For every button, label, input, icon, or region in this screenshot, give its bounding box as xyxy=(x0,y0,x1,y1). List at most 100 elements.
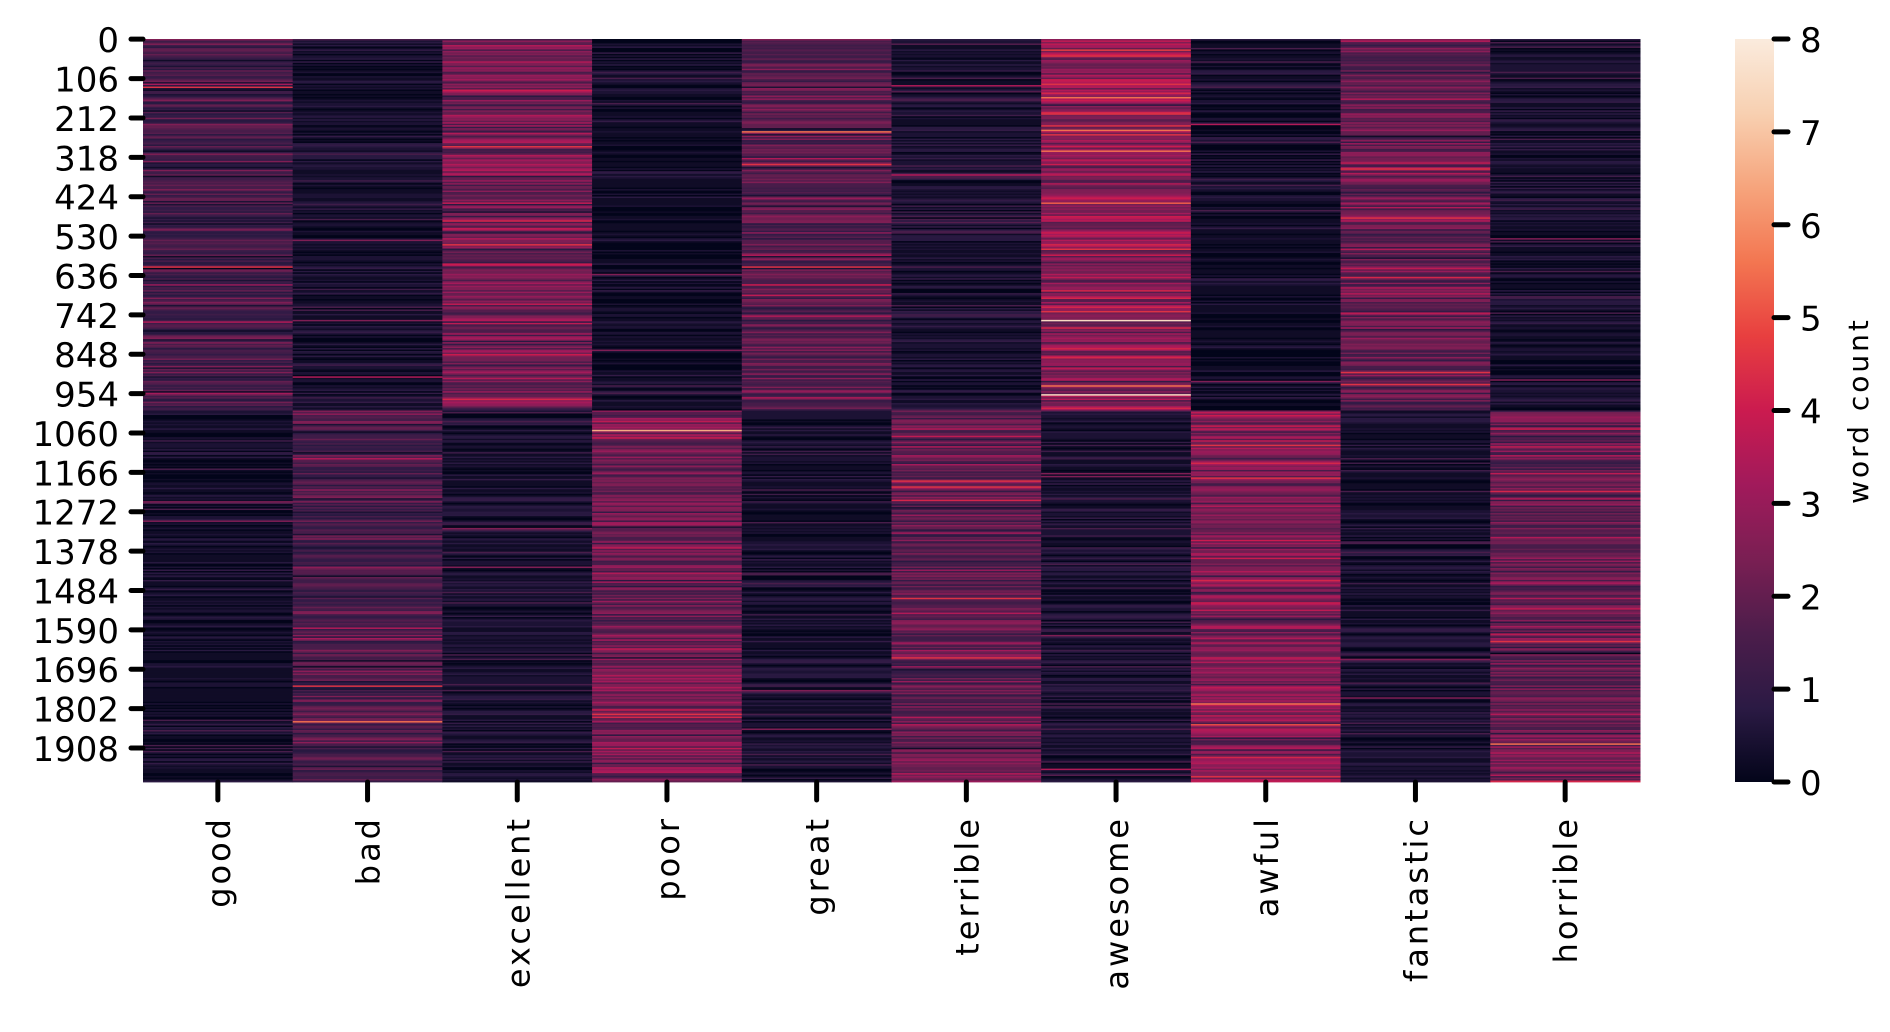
heatmap-cell xyxy=(143,673,294,676)
heatmap-cell xyxy=(592,557,743,560)
heatmap-cell xyxy=(143,85,294,87)
heatmap-cell xyxy=(292,47,443,50)
heatmap-cell xyxy=(1190,404,1342,407)
heatmap-cell xyxy=(1340,348,1491,350)
heatmap-cell xyxy=(891,91,1042,93)
heatmap-cell xyxy=(1340,576,1491,579)
heatmap-cell xyxy=(1340,410,1491,413)
heatmap-cell xyxy=(1190,508,1342,511)
heatmap-cell xyxy=(741,282,892,285)
heatmap-cell xyxy=(1190,209,1342,212)
heatmap-cell xyxy=(592,539,743,542)
heatmap-cell xyxy=(1190,98,1342,101)
heatmap-cell xyxy=(292,495,443,498)
heatmap-cell xyxy=(741,370,892,373)
heatmap-cell xyxy=(592,657,743,660)
heatmap-cell xyxy=(292,518,443,521)
heatmap-cell xyxy=(1041,545,1192,548)
heatmap-cell xyxy=(1490,339,1641,342)
heatmap-cell xyxy=(1490,131,1641,134)
heatmap-cell xyxy=(1041,153,1192,156)
heatmap-cell xyxy=(1340,554,1491,557)
heatmap-cell xyxy=(1190,74,1342,77)
heatmap-cell xyxy=(1190,76,1342,79)
heatmap-cell xyxy=(1041,128,1192,131)
heatmap-cell xyxy=(741,677,892,680)
heatmap-cell xyxy=(891,685,1042,688)
heatmap-cell xyxy=(741,190,892,193)
heatmap-cell xyxy=(891,533,1042,536)
heatmap-cell xyxy=(1190,755,1342,758)
heatmap-cell xyxy=(442,605,593,608)
heatmap-cell xyxy=(1340,340,1491,343)
heatmap-cell xyxy=(1490,643,1641,646)
heatmap-cell xyxy=(292,634,443,637)
heatmap-cell xyxy=(891,62,1042,65)
heatmap-cell xyxy=(592,178,743,181)
heatmap-cell xyxy=(143,322,294,325)
heatmap-cell xyxy=(592,768,743,771)
heatmap-cell xyxy=(442,765,593,768)
heatmap-cell xyxy=(592,523,743,526)
heatmap-cell xyxy=(592,165,743,168)
heatmap-cell xyxy=(292,631,443,634)
heatmap-cell xyxy=(741,728,892,731)
heatmap-cell xyxy=(143,508,294,511)
heatmap-cell xyxy=(891,300,1042,303)
heatmap-cell xyxy=(1490,550,1641,553)
heatmap-cell xyxy=(1041,312,1192,315)
heatmap-cell xyxy=(1041,559,1192,561)
heatmap-cell xyxy=(592,99,743,102)
heatmap-cell xyxy=(1041,469,1192,472)
heatmap-cell xyxy=(891,756,1042,759)
heatmap-cell xyxy=(292,542,443,545)
heatmap-cell xyxy=(442,241,593,243)
heatmap-cell xyxy=(1041,722,1192,725)
heatmap-cell xyxy=(292,728,443,731)
heatmap-cell xyxy=(143,71,294,74)
heatmap-cell xyxy=(143,575,294,578)
heatmap-cell xyxy=(292,548,443,551)
heatmap-cell xyxy=(1490,521,1641,524)
heatmap-cell xyxy=(1041,242,1192,245)
heatmap-cell xyxy=(1340,721,1491,723)
heatmap-cell xyxy=(143,137,294,139)
heatmap-cell xyxy=(891,621,1042,624)
heatmap-cell xyxy=(143,623,294,625)
heatmap-cell xyxy=(292,578,443,581)
heatmap-cell xyxy=(1041,296,1192,298)
heatmap-cell xyxy=(1340,450,1491,453)
heatmap-cell xyxy=(292,776,443,778)
heatmap-cell xyxy=(1490,753,1641,756)
heatmap-cell xyxy=(1041,85,1192,87)
heatmap-cell xyxy=(1190,732,1342,735)
heatmap-cell xyxy=(292,91,443,93)
heatmap-cell xyxy=(442,413,593,416)
heatmap-cell xyxy=(592,398,743,401)
heatmap-cell xyxy=(1340,550,1491,553)
heatmap-cell xyxy=(1190,573,1342,576)
heatmap-cell xyxy=(1190,358,1342,361)
heatmap-cell xyxy=(1041,367,1192,370)
heatmap-cell xyxy=(1340,563,1491,566)
heatmap-cell xyxy=(1340,293,1491,295)
heatmap-cell xyxy=(741,773,892,775)
heatmap-cell xyxy=(891,625,1042,628)
heatmap-cell xyxy=(1490,686,1641,689)
heatmap-cell xyxy=(741,602,892,605)
heatmap-cell xyxy=(292,640,443,643)
heatmap-cell xyxy=(741,465,892,468)
heatmap-cell xyxy=(1041,257,1192,260)
heatmap-cell xyxy=(1041,738,1192,741)
heatmap-cell xyxy=(143,756,294,759)
heatmap-cell xyxy=(143,658,294,661)
heatmap-cell xyxy=(1490,721,1641,723)
heatmap-cell xyxy=(1190,224,1342,227)
heatmap-cell xyxy=(1041,287,1192,290)
heatmap-cell xyxy=(741,205,892,208)
heatmap-cell xyxy=(1041,688,1192,691)
heatmap-cell xyxy=(891,654,1042,657)
heatmap-cell xyxy=(891,187,1042,190)
heatmap-cell xyxy=(1490,150,1641,153)
heatmap-cell xyxy=(442,529,593,532)
